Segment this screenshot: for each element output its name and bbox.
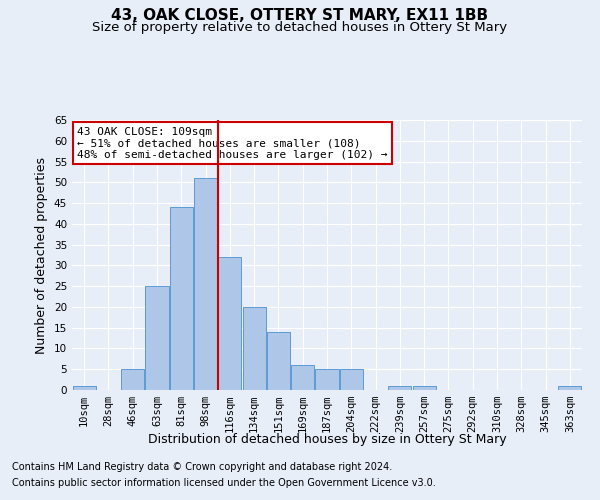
Bar [340,369,363,390]
Bar [291,365,314,390]
Text: 43, OAK CLOSE, OTTERY ST MARY, EX11 1BB: 43, OAK CLOSE, OTTERY ST MARY, EX11 1BB [112,8,488,22]
Text: Contains public sector information licensed under the Open Government Licence v3: Contains public sector information licen… [12,478,436,488]
Bar [559,386,581,390]
Bar [194,178,217,390]
Bar [145,286,169,390]
Bar [267,332,290,390]
Bar [316,369,338,390]
Text: Contains HM Land Registry data © Crown copyright and database right 2024.: Contains HM Land Registry data © Crown c… [12,462,392,472]
Bar [218,257,241,390]
Text: Size of property relative to detached houses in Ottery St Mary: Size of property relative to detached ho… [92,21,508,34]
Y-axis label: Number of detached properties: Number of detached properties [35,156,49,354]
Text: 43 OAK CLOSE: 109sqm
← 51% of detached houses are smaller (108)
48% of semi-deta: 43 OAK CLOSE: 109sqm ← 51% of detached h… [77,126,388,160]
Bar [73,386,95,390]
Text: Distribution of detached houses by size in Ottery St Mary: Distribution of detached houses by size … [148,432,506,446]
Bar [413,386,436,390]
Bar [121,369,144,390]
Bar [242,307,266,390]
Bar [170,207,193,390]
Bar [388,386,412,390]
